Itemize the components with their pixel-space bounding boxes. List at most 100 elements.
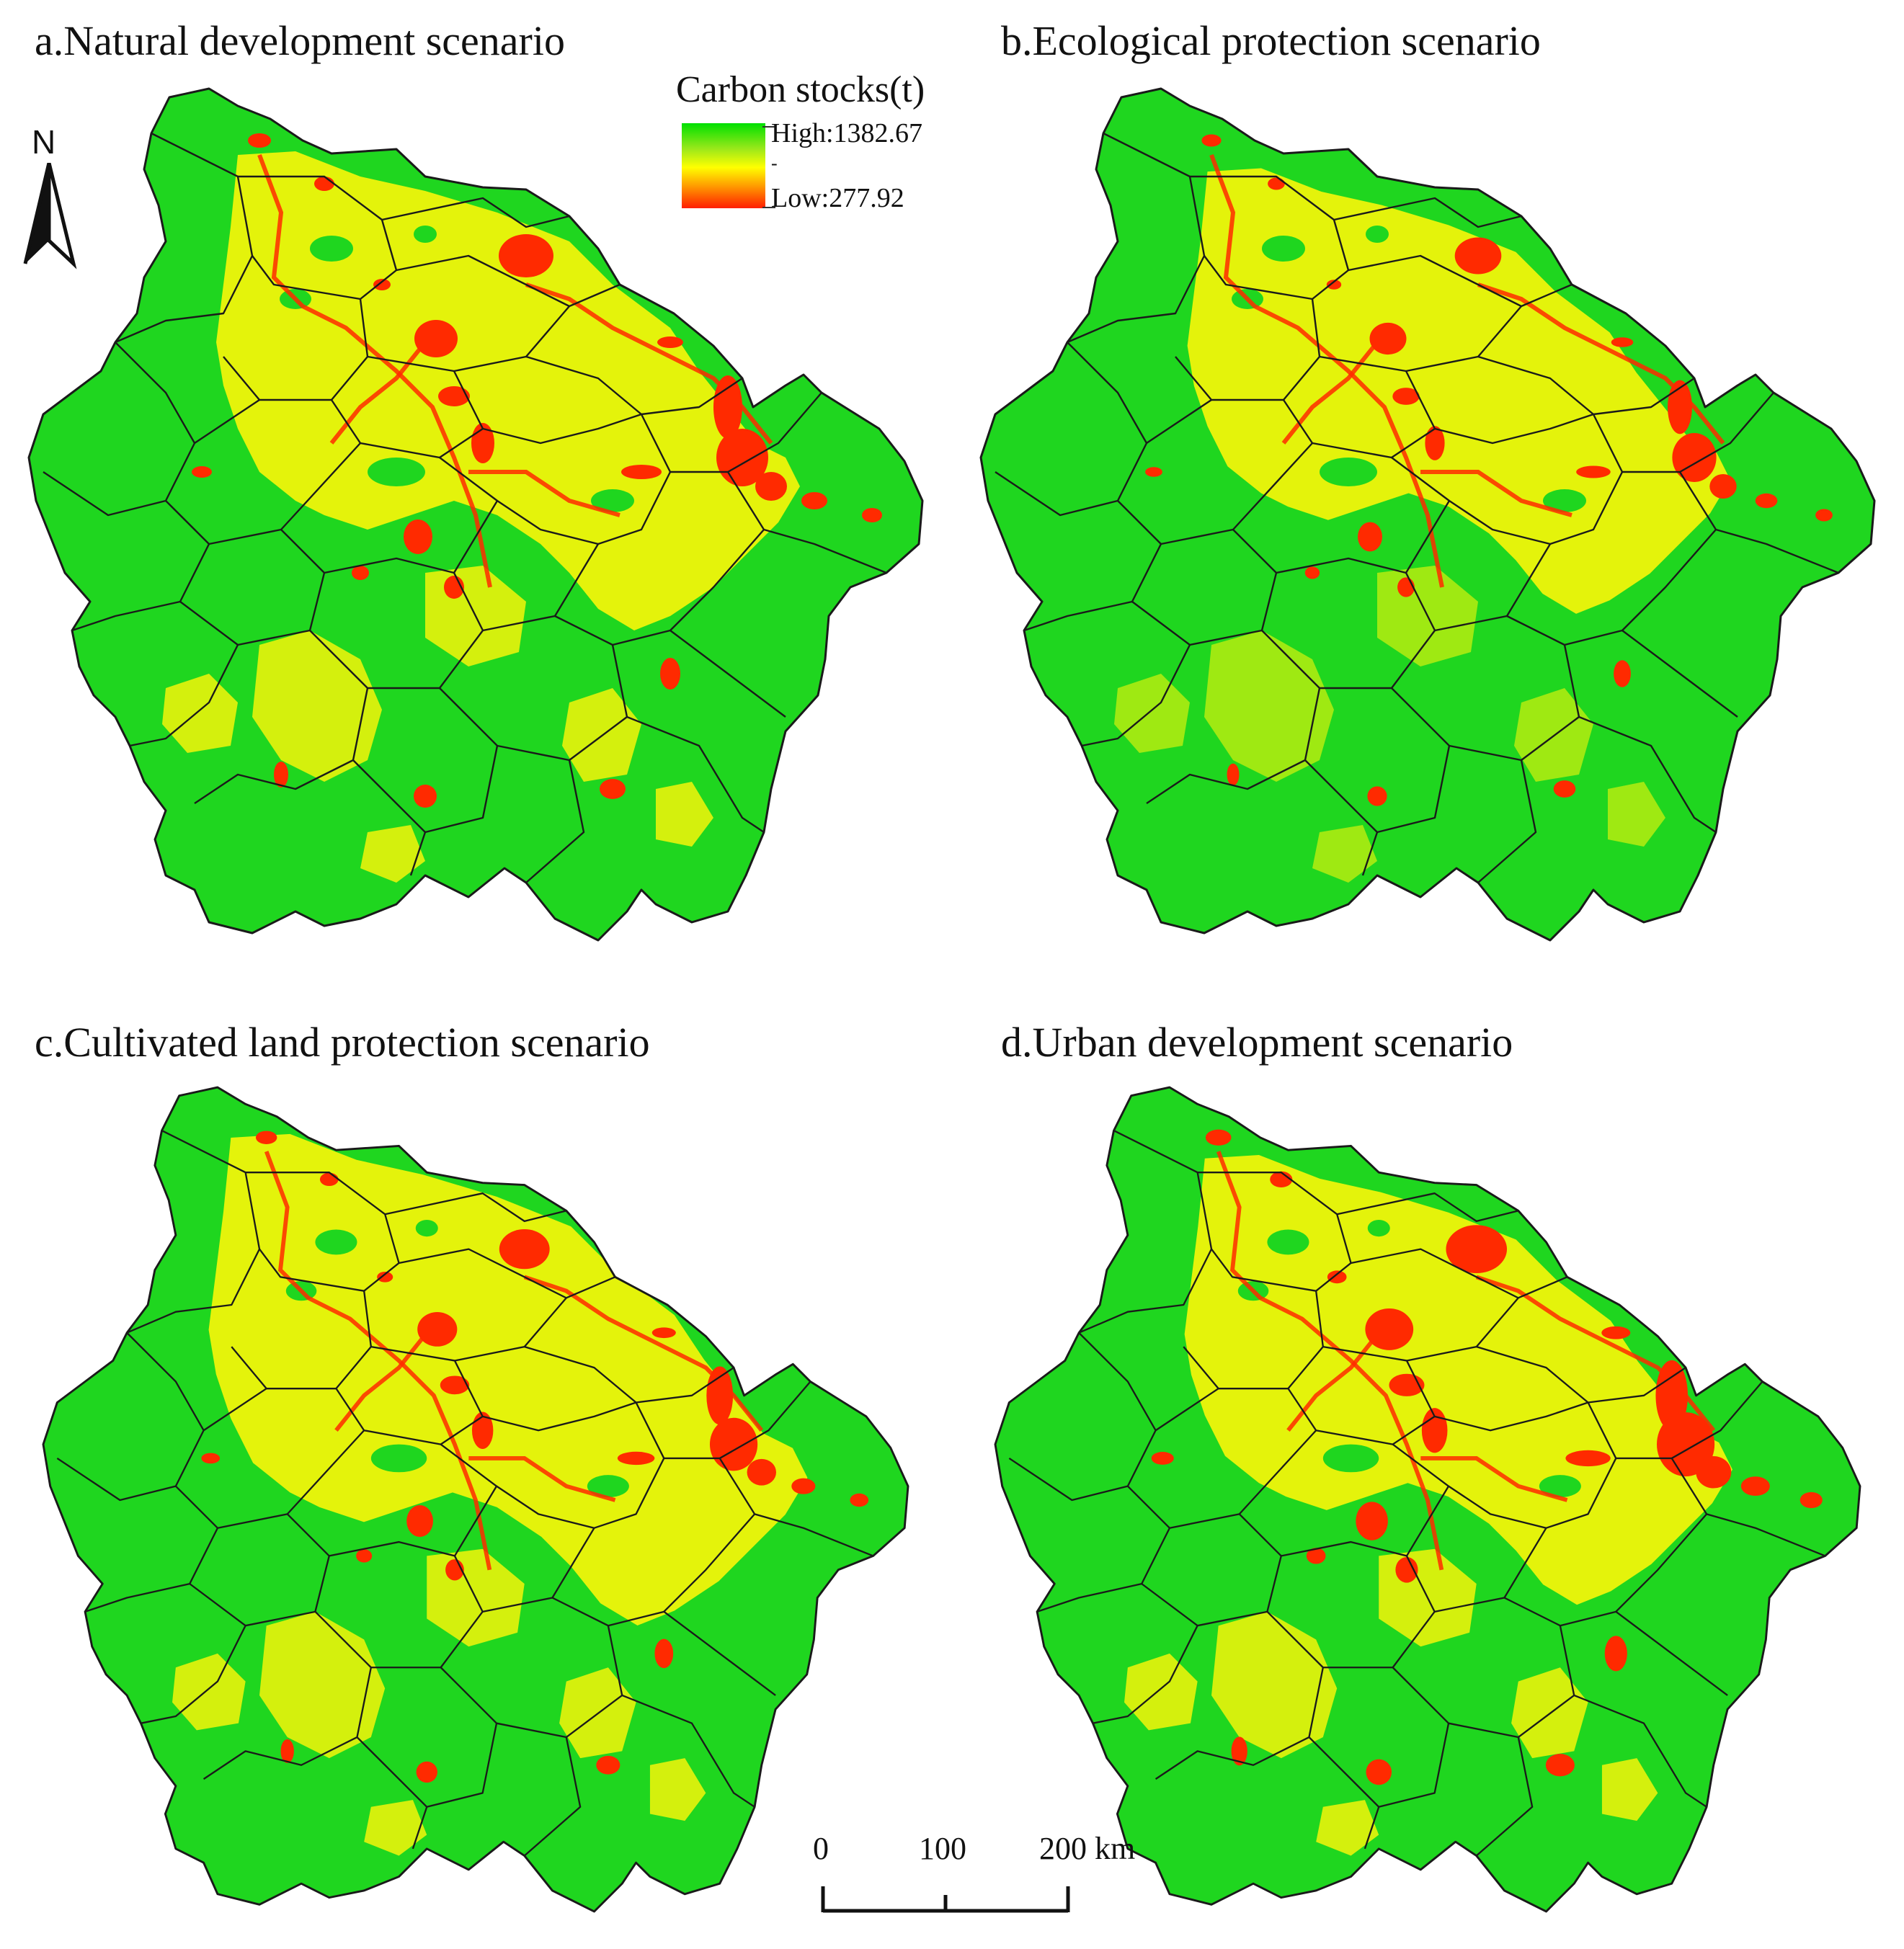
county-border bbox=[439, 457, 672, 545]
high-carbon-patch bbox=[368, 458, 425, 486]
low-carbon-area bbox=[1365, 1308, 1414, 1350]
county-border bbox=[399, 1248, 616, 1299]
low-carbon-area bbox=[1614, 660, 1631, 687]
low-carbon-area bbox=[1601, 1326, 1631, 1339]
low-carbon-river bbox=[1216, 1151, 1444, 1571]
county-border bbox=[1615, 1610, 1728, 1696]
low-carbon-area bbox=[1392, 388, 1420, 405]
low-carbon-river bbox=[1420, 470, 1572, 517]
mid-carbon-patch bbox=[1124, 1653, 1198, 1731]
panel-d: d.Urban development scenario bbox=[952, 974, 1904, 1948]
low-carbon-area bbox=[1205, 1129, 1232, 1146]
county-border bbox=[324, 500, 499, 574]
high-carbon-patch bbox=[370, 1444, 427, 1473]
county-border bbox=[1008, 1332, 1157, 1502]
county-border bbox=[1364, 1806, 1380, 1850]
legend-mid-mark: - bbox=[771, 153, 778, 174]
county-border bbox=[1587, 1381, 1763, 1460]
low-carbon-area bbox=[709, 1417, 758, 1471]
mid-carbon-zone bbox=[208, 1133, 808, 1625]
county-border bbox=[286, 1430, 365, 1515]
low-carbon-river bbox=[1286, 1331, 1381, 1432]
county-border bbox=[1131, 528, 1278, 646]
low-carbon-area bbox=[1553, 780, 1576, 798]
low-carbon-area bbox=[1604, 1636, 1627, 1672]
mid-carbon-patch bbox=[1312, 825, 1377, 883]
county-border bbox=[43, 342, 196, 517]
north-letter: N bbox=[32, 123, 56, 161]
low-carbon-area bbox=[596, 1755, 620, 1775]
county-border bbox=[1392, 1443, 1617, 1529]
low-carbon-area bbox=[1425, 426, 1445, 460]
county-border bbox=[1067, 132, 1206, 344]
low-carbon-area bbox=[1576, 465, 1611, 478]
county-border bbox=[635, 1381, 811, 1460]
county-border bbox=[1308, 1723, 1450, 1808]
low-carbon-area bbox=[201, 1453, 221, 1464]
low-carbon-area bbox=[1800, 1491, 1823, 1509]
low-carbon-area bbox=[1696, 1456, 1732, 1489]
county-border bbox=[245, 1172, 400, 1292]
county-border bbox=[1477, 759, 1537, 883]
low-carbon-area bbox=[1327, 1270, 1347, 1284]
county-border bbox=[280, 442, 361, 530]
legend-color-ramp bbox=[682, 123, 765, 208]
high-carbon-patch bbox=[587, 1475, 629, 1498]
high-carbon-patch bbox=[1322, 1444, 1379, 1473]
county-border bbox=[440, 1443, 665, 1529]
high-carbon-patch bbox=[310, 236, 353, 262]
low-carbon-area bbox=[1231, 1736, 1247, 1766]
scale-label-100: 100 bbox=[919, 1831, 966, 1866]
low-carbon-river bbox=[468, 1456, 616, 1502]
region-boundary bbox=[979, 87, 1876, 942]
county-border bbox=[726, 471, 887, 574]
low-carbon-area bbox=[1668, 380, 1692, 434]
low-carbon-area bbox=[1740, 1476, 1770, 1496]
low-carbon-area bbox=[1672, 433, 1717, 482]
low-carbon-area bbox=[1367, 786, 1387, 806]
county-border bbox=[1434, 1401, 1588, 1432]
low-carbon-area bbox=[1755, 493, 1778, 509]
county-border bbox=[719, 1458, 874, 1557]
panel-c: c.Cultivated land protection scenario bbox=[0, 974, 952, 1948]
county-border bbox=[412, 1806, 428, 1850]
low-carbon-area bbox=[1358, 522, 1382, 552]
low-carbon-area bbox=[414, 785, 437, 808]
county-border bbox=[356, 1723, 498, 1808]
county-border bbox=[1146, 399, 1212, 444]
county-border bbox=[482, 1401, 636, 1432]
mid-carbon-patch bbox=[649, 1758, 706, 1821]
county-border bbox=[1475, 1736, 1534, 1857]
county-border bbox=[384, 1192, 567, 1223]
county-border bbox=[1678, 471, 1839, 574]
county-border bbox=[203, 1667, 372, 1780]
low-carbon-area bbox=[654, 1638, 674, 1669]
low-carbon-area bbox=[1709, 474, 1737, 499]
carbon-map-a bbox=[27, 87, 924, 942]
low-carbon-river bbox=[329, 341, 427, 445]
county-border bbox=[663, 1610, 776, 1696]
low-carbon-area bbox=[1201, 134, 1222, 147]
low-carbon-area bbox=[791, 1478, 816, 1494]
county-border bbox=[1392, 1625, 1575, 1739]
mid-carbon-patch bbox=[162, 674, 238, 753]
legend-low-label: Low:277.92 bbox=[771, 183, 904, 213]
low-carbon-area bbox=[1369, 322, 1407, 355]
low-carbon-area bbox=[1397, 577, 1415, 597]
county-border bbox=[1081, 644, 1191, 747]
county-border bbox=[1078, 1130, 1213, 1334]
low-carbon-area bbox=[651, 1327, 676, 1339]
high-carbon-patch bbox=[1539, 1475, 1581, 1498]
county-border bbox=[1621, 630, 1738, 718]
county-border bbox=[189, 1513, 330, 1627]
county-border bbox=[194, 399, 260, 444]
mid-carbon-zone bbox=[1184, 1155, 1732, 1605]
low-carbon-area bbox=[1356, 1502, 1388, 1540]
county-border bbox=[331, 355, 484, 459]
mid-carbon-patch bbox=[364, 1800, 427, 1856]
low-carbon-area bbox=[713, 375, 742, 439]
low-carbon-river bbox=[1420, 1456, 1568, 1502]
low-carbon-area bbox=[440, 1375, 470, 1395]
mid-carbon-patch bbox=[1316, 1800, 1379, 1856]
low-carbon-area bbox=[755, 472, 787, 501]
